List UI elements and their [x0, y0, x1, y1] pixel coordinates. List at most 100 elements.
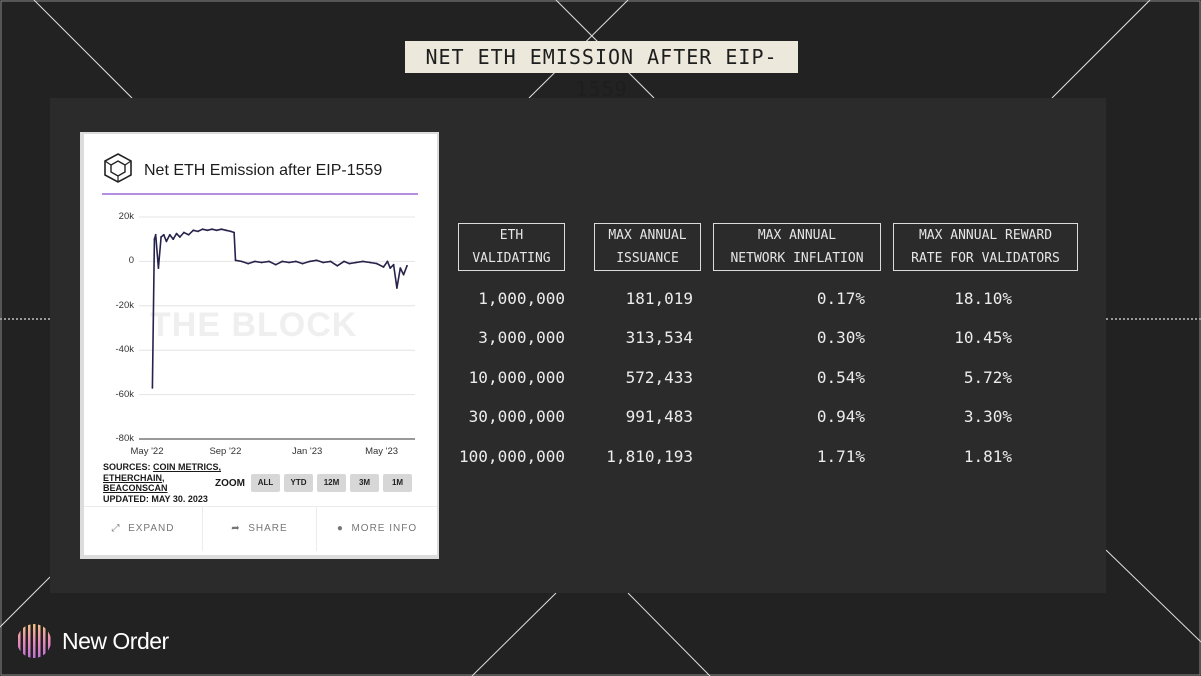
- cell-reward-rate: 1.81%: [963, 446, 1012, 466]
- data-point: [336, 264, 339, 267]
- cell-reward-rate: 10.45%: [954, 328, 1012, 348]
- chart-title: Net ETH Emission after EIP-1559: [144, 162, 383, 179]
- slide-title: NET ETH EMISSION AFTER EIP-1559: [405, 41, 798, 101]
- cell-max-annual-issuance: 1,810,193: [606, 446, 693, 466]
- x-tick-label: May '22: [130, 446, 164, 457]
- data-point: [160, 236, 162, 238]
- source-link-beaconscan[interactable]: BEACONSCAN: [103, 483, 168, 493]
- zoom-1m-button[interactable]: 1M: [383, 474, 412, 492]
- y-tick-label: -60k: [115, 388, 134, 400]
- data-point: [254, 260, 256, 263]
- data-point: [247, 262, 250, 265]
- data-point: [392, 263, 395, 266]
- new-order-logo-icon: [17, 624, 51, 658]
- expand-button[interactable]: ⤢ EXPAND: [84, 507, 202, 551]
- data-point: [211, 228, 213, 231]
- column-header-max-annual-reward-rate: MAX ANNUAL REWARD RATE FOR VALIDATORS: [893, 223, 1078, 271]
- data-point: [288, 261, 290, 264]
- data-point: [162, 233, 165, 236]
- data-point: [308, 260, 311, 263]
- header-line: MAX ANNUAL: [757, 228, 837, 243]
- header-line: ETH: [499, 228, 524, 243]
- source-link-etherchain[interactable]: ETHERCHAIN,: [103, 472, 165, 483]
- data-point: [402, 273, 405, 276]
- zoom-12m-button[interactable]: 12M: [317, 474, 346, 492]
- data-point: [369, 261, 371, 264]
- data-point: [240, 260, 243, 263]
- column-header-max-annual-network-inflation: MAX ANNUAL NETWORK INFLATION: [713, 223, 881, 271]
- cell-eth-validating: 10,000,000: [468, 367, 565, 387]
- data-point: [281, 260, 284, 263]
- data-point: [168, 233, 171, 236]
- data-point: [260, 261, 263, 264]
- more-info-button[interactable]: ● MORE INFO: [317, 507, 437, 551]
- x-tick-label: Jan '23: [291, 446, 323, 457]
- share-label: SHARE: [248, 523, 288, 534]
- data-point: [389, 267, 392, 269]
- data-point: [229, 230, 232, 233]
- zoom-3m-button[interactable]: 3M: [350, 474, 379, 492]
- cell-network-inflation: 1.71%: [816, 446, 865, 466]
- cell-reward-rate: 18.10%: [954, 289, 1012, 308]
- zoom-all-button[interactable]: ALL: [251, 474, 280, 492]
- data-point: [322, 261, 325, 264]
- data-point: [154, 233, 157, 236]
- share-button[interactable]: ➦ SHARE: [203, 507, 316, 551]
- data-point: [233, 231, 235, 234]
- footer-divider: [316, 507, 317, 551]
- cell-network-inflation: 0.17%: [816, 289, 865, 308]
- data-point: [355, 261, 357, 264]
- data-point: [157, 267, 160, 269]
- data-point: [153, 238, 156, 241]
- data-point: [348, 262, 351, 265]
- data-point: [234, 259, 237, 262]
- data-point: [343, 260, 345, 263]
- y-tick-label: 0: [128, 255, 134, 267]
- zoom-label: ZOOM: [215, 478, 245, 489]
- data-point: [375, 262, 378, 265]
- cell-network-inflation: 0.94%: [816, 407, 865, 427]
- data-point: [175, 232, 178, 235]
- cell-network-inflation: 0.30%: [816, 328, 865, 348]
- data-point: [361, 260, 364, 263]
- footer-divider: [202, 507, 203, 551]
- cell-reward-rate: 3.30%: [963, 407, 1012, 427]
- info-icon: ●: [336, 523, 344, 534]
- header-line: VALIDATING: [472, 251, 551, 266]
- data-point: [399, 267, 402, 269]
- dotted-divider-right: [1106, 318, 1201, 320]
- header-line: NETWORK INFLATION: [730, 251, 864, 266]
- data-point: [274, 263, 277, 266]
- card-header: Net ETH Emission after EIP-1559: [102, 152, 418, 192]
- share-icon: ➦: [231, 523, 241, 534]
- source-link-coin-metrics[interactable]: COIN METRICS,: [153, 462, 222, 472]
- cell-eth-validating: 1,000,000: [478, 289, 565, 308]
- data-point: [206, 229, 209, 232]
- zoom-ytd-button[interactable]: YTD: [284, 474, 313, 492]
- data-point: [179, 236, 181, 238]
- cell-eth-validating: 100,000,000: [459, 446, 565, 466]
- cell-eth-validating: 3,000,000: [478, 328, 565, 348]
- column-header-max-annual-issuance: MAX ANNUAL ISSUANCE: [594, 223, 701, 271]
- data-point: [294, 260, 297, 263]
- x-tick-label: Sep '22: [209, 446, 242, 457]
- data-point: [315, 259, 318, 262]
- y-tick-label: -40k: [115, 344, 134, 356]
- data-point: [329, 260, 332, 263]
- sources-block: SOURCES: COIN METRICS, ETHERCHAIN, BEACO…: [103, 462, 221, 504]
- the-block-logo-icon: [104, 153, 132, 183]
- cell-network-inflation: 0.54%: [816, 367, 865, 387]
- brand-name: New Order: [62, 628, 169, 654]
- line-chart: [139, 216, 415, 440]
- data-point: [187, 233, 190, 236]
- data-point: [301, 262, 304, 265]
- data-point: [268, 260, 270, 263]
- data-point: [220, 228, 223, 231]
- data-point: [406, 264, 408, 267]
- cell-eth-validating: 30,000,000: [468, 407, 565, 427]
- data-point: [172, 238, 175, 241]
- header-line: MAX ANNUAL: [608, 228, 687, 243]
- expand-icon: ⤢: [111, 523, 121, 534]
- data-point: [183, 231, 185, 234]
